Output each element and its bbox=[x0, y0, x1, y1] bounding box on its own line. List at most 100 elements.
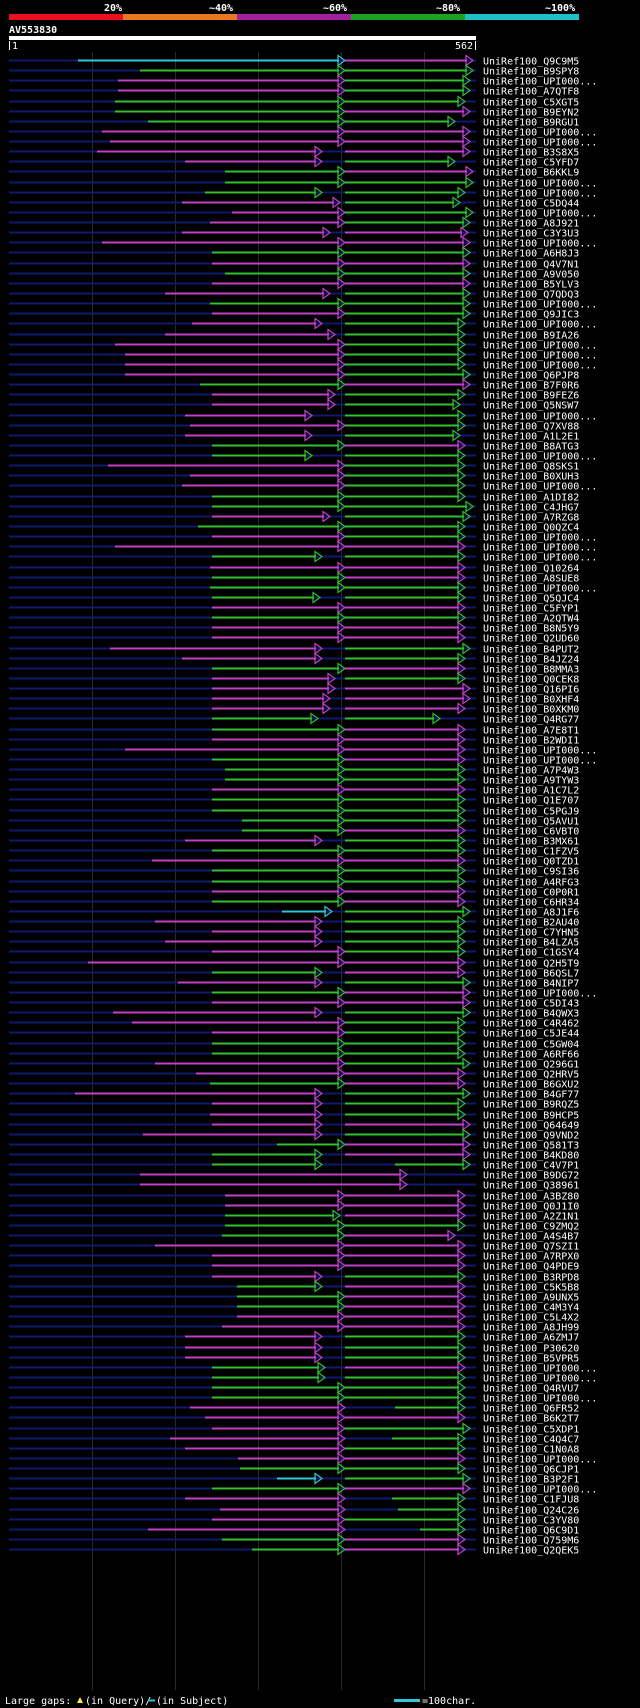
hit-row[interactable]: UniRef100_C5GW04 bbox=[9, 1037, 579, 1051]
hit-label[interactable]: UniRef100_UPI000... bbox=[483, 452, 597, 463]
hit-label[interactable]: UniRef100_A8SUE8 bbox=[483, 574, 579, 585]
hit-row[interactable]: UniRef100_UPI000... bbox=[9, 550, 597, 564]
hit-row[interactable]: UniRef100_Q759M6 bbox=[9, 1533, 579, 1547]
hit-label[interactable]: UniRef100_B0XKM0 bbox=[483, 705, 579, 716]
hit-row[interactable]: UniRef100_Q6PJP8 bbox=[9, 368, 579, 382]
hit-row[interactable]: UniRef100_Q4V7N1 bbox=[9, 257, 579, 271]
hit-label[interactable]: UniRef100_C9SI36 bbox=[483, 867, 579, 878]
hit-label[interactable]: UniRef100_A3BZ80 bbox=[483, 1192, 579, 1203]
hit-row[interactable]: UniRef100_UPI000... bbox=[9, 449, 597, 463]
hit-row[interactable]: UniRef100_B4KD80 bbox=[9, 1148, 579, 1162]
hit-row[interactable]: UniRef100_Q2UD60 bbox=[9, 631, 579, 645]
hit-label[interactable]: UniRef100_B9DG72 bbox=[483, 1171, 579, 1182]
hit-label[interactable]: UniRef100_UPI000... bbox=[483, 1394, 597, 1405]
hit-label[interactable]: UniRef100_C5DQ44 bbox=[483, 199, 579, 210]
hit-row[interactable]: UniRef100_UPI000... bbox=[9, 206, 597, 220]
hit-label[interactable]: UniRef100_A6ZMJ7 bbox=[483, 1333, 579, 1344]
hit-label[interactable]: UniRef100_B4QWX3 bbox=[483, 1009, 579, 1020]
hit-label[interactable]: UniRef100_Q6PJP8 bbox=[483, 371, 579, 382]
hit-label[interactable]: UniRef100_Q7QDQ3 bbox=[483, 290, 579, 301]
hit-row[interactable]: UniRef100_Q9JIC3 bbox=[9, 307, 579, 321]
hit-row[interactable]: UniRef100_A8J921 bbox=[9, 216, 579, 230]
hit-row[interactable]: UniRef100_A9V050 bbox=[9, 267, 579, 281]
hit-row[interactable]: UniRef100_Q24C26 bbox=[9, 1503, 579, 1517]
hit-label[interactable]: UniRef100_C6VBT0 bbox=[483, 827, 579, 838]
hit-label[interactable]: UniRef100_UPI000... bbox=[483, 179, 597, 190]
hit-row[interactable]: UniRef100_B9RQZ5 bbox=[9, 1097, 579, 1111]
hit-row[interactable]: UniRef100_C1FJU8 bbox=[9, 1492, 579, 1506]
hit-row[interactable]: UniRef100_Q581T3 bbox=[9, 1138, 579, 1152]
hit-label[interactable]: UniRef100_UPI000... bbox=[483, 138, 597, 149]
hit-label[interactable]: UniRef100_B8ATG3 bbox=[483, 442, 579, 453]
hit-label[interactable]: UniRef100_Q9VND2 bbox=[483, 1131, 579, 1142]
hit-row[interactable]: UniRef100_Q7XV88 bbox=[9, 419, 579, 433]
hit-row[interactable]: UniRef100_Q5AVU1 bbox=[9, 814, 579, 828]
hit-row[interactable]: UniRef100_Q4PDE9 bbox=[9, 1259, 579, 1273]
hit-row[interactable]: UniRef100_Q8SKS1 bbox=[9, 459, 579, 473]
hit-label[interactable]: UniRef100_UPI000... bbox=[483, 77, 597, 88]
hit-label[interactable]: UniRef100_Q2QEK5 bbox=[483, 1546, 579, 1557]
hit-row[interactable]: UniRef100_A7P4W3 bbox=[9, 763, 579, 777]
hit-row[interactable]: UniRef100_C9ZMQ2 bbox=[9, 1219, 579, 1233]
hit-label[interactable]: UniRef100_C3Y3U3 bbox=[483, 229, 579, 240]
hit-row[interactable]: UniRef100_A6H8J3 bbox=[9, 246, 579, 260]
hit-row[interactable]: UniRef100_C3Y3U3 bbox=[9, 226, 579, 240]
hit-label[interactable]: UniRef100_Q4V7N1 bbox=[483, 260, 579, 271]
hit-row[interactable]: UniRef100_C4V7P1 bbox=[9, 1158, 579, 1172]
hit-row[interactable]: UniRef100_C6HR34 bbox=[9, 895, 579, 909]
hit-row[interactable]: UniRef100_UPI000... bbox=[9, 236, 597, 250]
hit-label[interactable]: UniRef100_UPI000... bbox=[483, 1455, 597, 1466]
hit-row[interactable]: UniRef100_Q2HRV5 bbox=[9, 1067, 579, 1081]
hit-label[interactable]: UniRef100_A7QTF8 bbox=[483, 87, 579, 98]
hit-row[interactable]: UniRef100_B6QSL7 bbox=[9, 966, 579, 980]
hit-row[interactable]: UniRef100_UPI000... bbox=[9, 348, 597, 362]
hit-row[interactable]: UniRef100_C7YHN5 bbox=[9, 925, 579, 939]
hit-label[interactable]: UniRef100_A9V050 bbox=[483, 270, 579, 281]
hit-label[interactable]: UniRef100_A2Z1N1 bbox=[483, 1212, 579, 1223]
hit-row[interactable]: UniRef100_B8MMA3 bbox=[9, 662, 579, 676]
hit-label[interactable]: UniRef100_B5VPR5 bbox=[483, 1354, 579, 1365]
hit-row[interactable]: UniRef100_A8J1F6 bbox=[9, 905, 579, 919]
hit-label[interactable]: UniRef100_UPI000... bbox=[483, 361, 597, 372]
hit-label[interactable]: UniRef100_Q5AVU1 bbox=[483, 817, 579, 828]
hit-row[interactable]: UniRef100_C5PGJ9 bbox=[9, 804, 579, 818]
hit-label[interactable]: UniRef100_Q38961 bbox=[483, 1181, 579, 1192]
hit-label[interactable]: UniRef100_C7YHN5 bbox=[483, 928, 579, 939]
hit-label[interactable]: UniRef100_A8J921 bbox=[483, 219, 579, 230]
hit-label[interactable]: UniRef100_C5PGJ9 bbox=[483, 807, 579, 818]
hit-label[interactable]: UniRef100_A1L2E1 bbox=[483, 432, 579, 443]
hit-label[interactable]: UniRef100_Q4PDE9 bbox=[483, 1262, 579, 1273]
hit-row[interactable]: UniRef100_UPI000... bbox=[9, 186, 597, 200]
hit-label[interactable]: UniRef100_B4PUT2 bbox=[483, 645, 579, 656]
hit-row[interactable]: UniRef100_B4JZ24 bbox=[9, 652, 579, 666]
hit-row[interactable]: UniRef100_Q9C9M5 bbox=[9, 54, 579, 68]
hit-label[interactable]: UniRef100_Q759M6 bbox=[483, 1536, 579, 1547]
hit-label[interactable]: UniRef100_B0XHF4 bbox=[483, 695, 579, 706]
hit-row[interactable]: UniRef100_Q0QZC4 bbox=[9, 520, 579, 534]
hit-label[interactable]: UniRef100_B9FEZ6 bbox=[483, 391, 579, 402]
hit-label[interactable]: UniRef100_UPI000... bbox=[483, 320, 597, 331]
hit-row[interactable]: UniRef100_C9SI36 bbox=[9, 864, 579, 878]
hit-row[interactable]: UniRef100_A3BZ80 bbox=[9, 1189, 579, 1203]
hit-row[interactable]: UniRef100_B3P2F1 bbox=[9, 1472, 579, 1486]
hit-row[interactable]: UniRef100_C5XDP1 bbox=[9, 1422, 579, 1436]
hit-label[interactable]: UniRef100_C6HR34 bbox=[483, 898, 579, 909]
hit-row[interactable]: UniRef100_A6ZMJ7 bbox=[9, 1330, 579, 1344]
hit-label[interactable]: UniRef100_Q5QJC4 bbox=[483, 594, 579, 605]
hit-label[interactable]: UniRef100_Q16PI6 bbox=[483, 685, 579, 696]
hit-label[interactable]: UniRef100_C5XGT5 bbox=[483, 98, 579, 109]
hit-label[interactable]: UniRef100_Q296G1 bbox=[483, 1060, 579, 1071]
hit-label[interactable]: UniRef100_UPI000... bbox=[483, 128, 597, 139]
hit-label[interactable]: UniRef100_Q24C26 bbox=[483, 1506, 579, 1517]
hit-label[interactable]: UniRef100_A7RZG8 bbox=[483, 513, 579, 524]
hit-label[interactable]: UniRef100_Q6C9D1 bbox=[483, 1526, 579, 1537]
hit-label[interactable]: UniRef100_C5K5B8 bbox=[483, 1283, 579, 1294]
hit-row[interactable]: UniRef100_UPI000... bbox=[9, 540, 597, 554]
hit-row[interactable]: UniRef100_UPI000... bbox=[9, 1482, 597, 1496]
hit-label[interactable]: UniRef100_UPI000... bbox=[483, 482, 597, 493]
hit-label[interactable]: UniRef100_B6KKL9 bbox=[483, 168, 579, 179]
hit-label[interactable]: UniRef100_A7P4W3 bbox=[483, 766, 579, 777]
hit-label[interactable]: UniRef100_C5JE44 bbox=[483, 1029, 579, 1040]
hit-label[interactable]: UniRef100_Q2UD60 bbox=[483, 634, 579, 645]
hit-label[interactable]: UniRef100_C5XDP1 bbox=[483, 1425, 579, 1436]
